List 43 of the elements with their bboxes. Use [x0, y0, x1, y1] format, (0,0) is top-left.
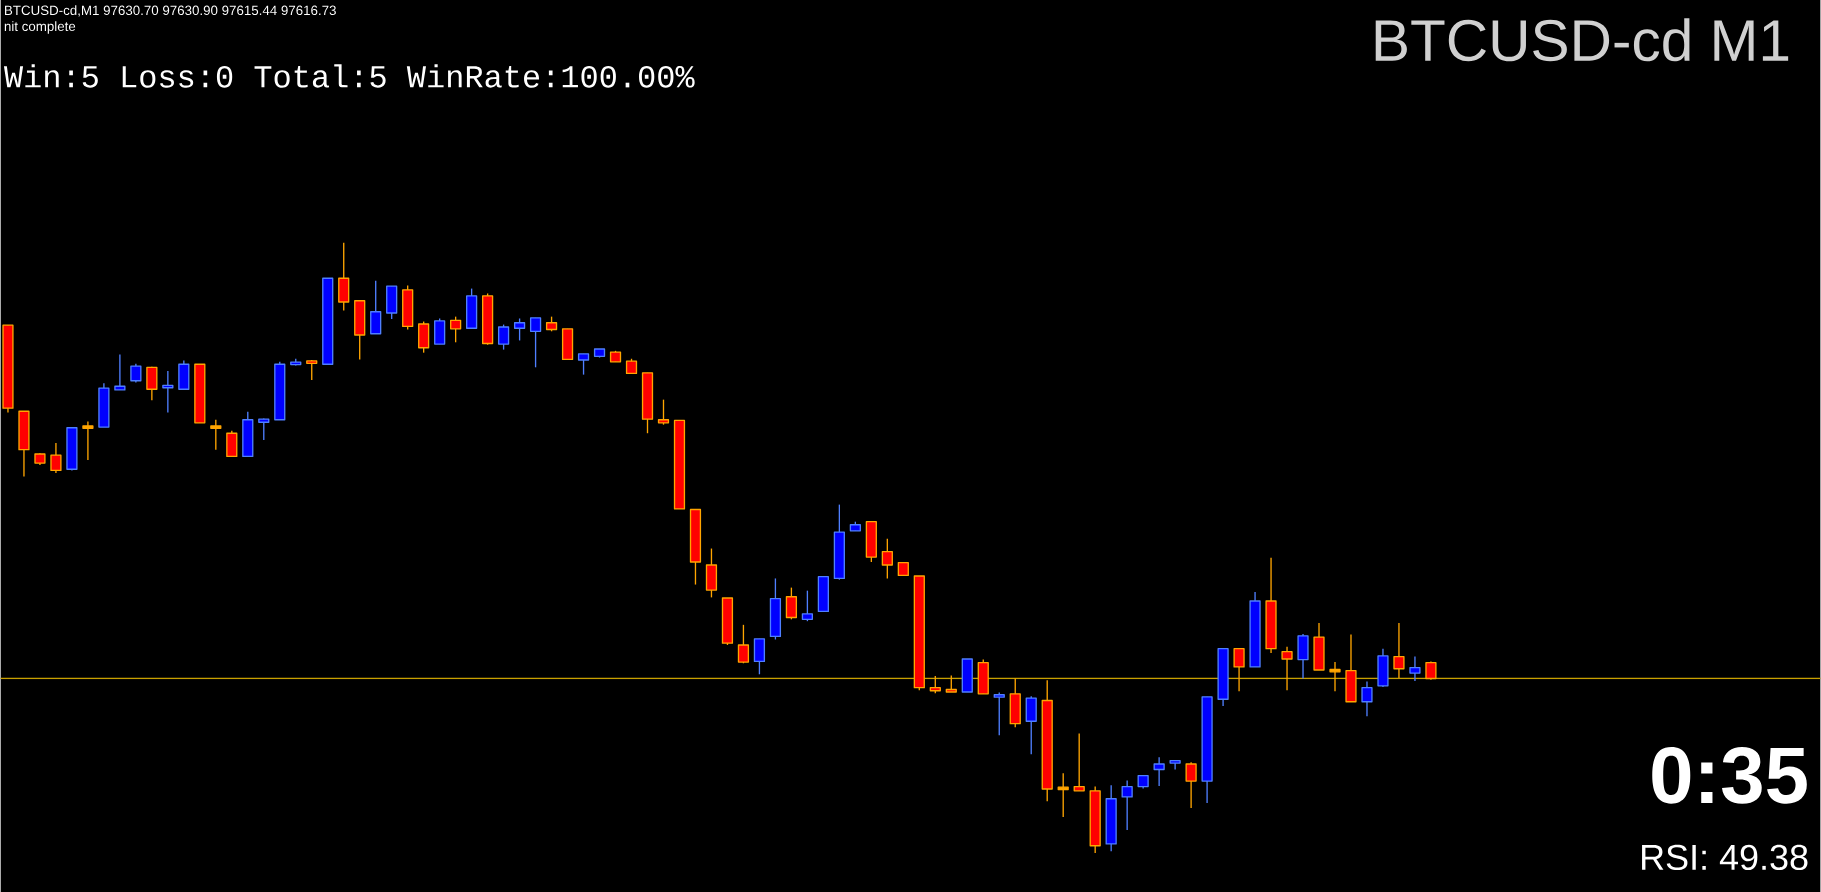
candlestick — [1393, 622, 1405, 679]
candlestick — [1073, 732, 1085, 792]
candlestick — [529, 317, 542, 368]
text: Win:5 Loss:0 Total:5 WinRate:100.00% — [3, 64, 695, 88]
candlestick — [114, 353, 126, 391]
text: 0:35 — [1652, 746, 1807, 804]
candlestick — [513, 317, 526, 341]
candlestick — [1057, 772, 1069, 818]
candlestick — [82, 420, 94, 461]
candlestick — [657, 398, 670, 426]
candlestick — [1297, 633, 1309, 680]
candlestick — [130, 362, 142, 384]
candlestick — [450, 315, 462, 343]
text: nit complete — [4, 21, 76, 34]
candlestick — [50, 442, 62, 474]
text: BTCUSD-cd M1 — [1375, 18, 1789, 62]
candlestick — [1025, 695, 1037, 755]
candlestick — [1361, 680, 1373, 717]
candlestick — [146, 365, 158, 401]
candlestick — [434, 317, 446, 345]
candlestick — [785, 586, 798, 620]
text: BTCUSD-cd,M1 97630.70 97630.90 97615.44 97616.73 — [5, 5, 336, 17]
candlestick — [370, 279, 382, 335]
candlestick — [338, 241, 350, 312]
candlestick — [210, 418, 222, 451]
candlestick — [1153, 756, 1165, 787]
text: RSI: 49.38 — [1642, 844, 1808, 870]
candlestick — [226, 429, 238, 457]
candlestick — [1281, 645, 1293, 691]
candlestick — [1121, 779, 1133, 831]
candlestick — [1233, 647, 1245, 692]
candlestick — [753, 638, 766, 675]
candlestick — [737, 623, 750, 664]
candlestick — [1409, 655, 1421, 682]
candlestick — [801, 589, 814, 622]
candlestick — [1185, 761, 1197, 809]
candlestick — [418, 320, 430, 354]
candlestick — [577, 353, 590, 376]
candlestick — [1425, 660, 1437, 681]
candlestick — [1169, 759, 1181, 770]
candlestick — [993, 691, 1005, 736]
candlestick — [497, 323, 510, 351]
candlestick — [881, 537, 893, 579]
